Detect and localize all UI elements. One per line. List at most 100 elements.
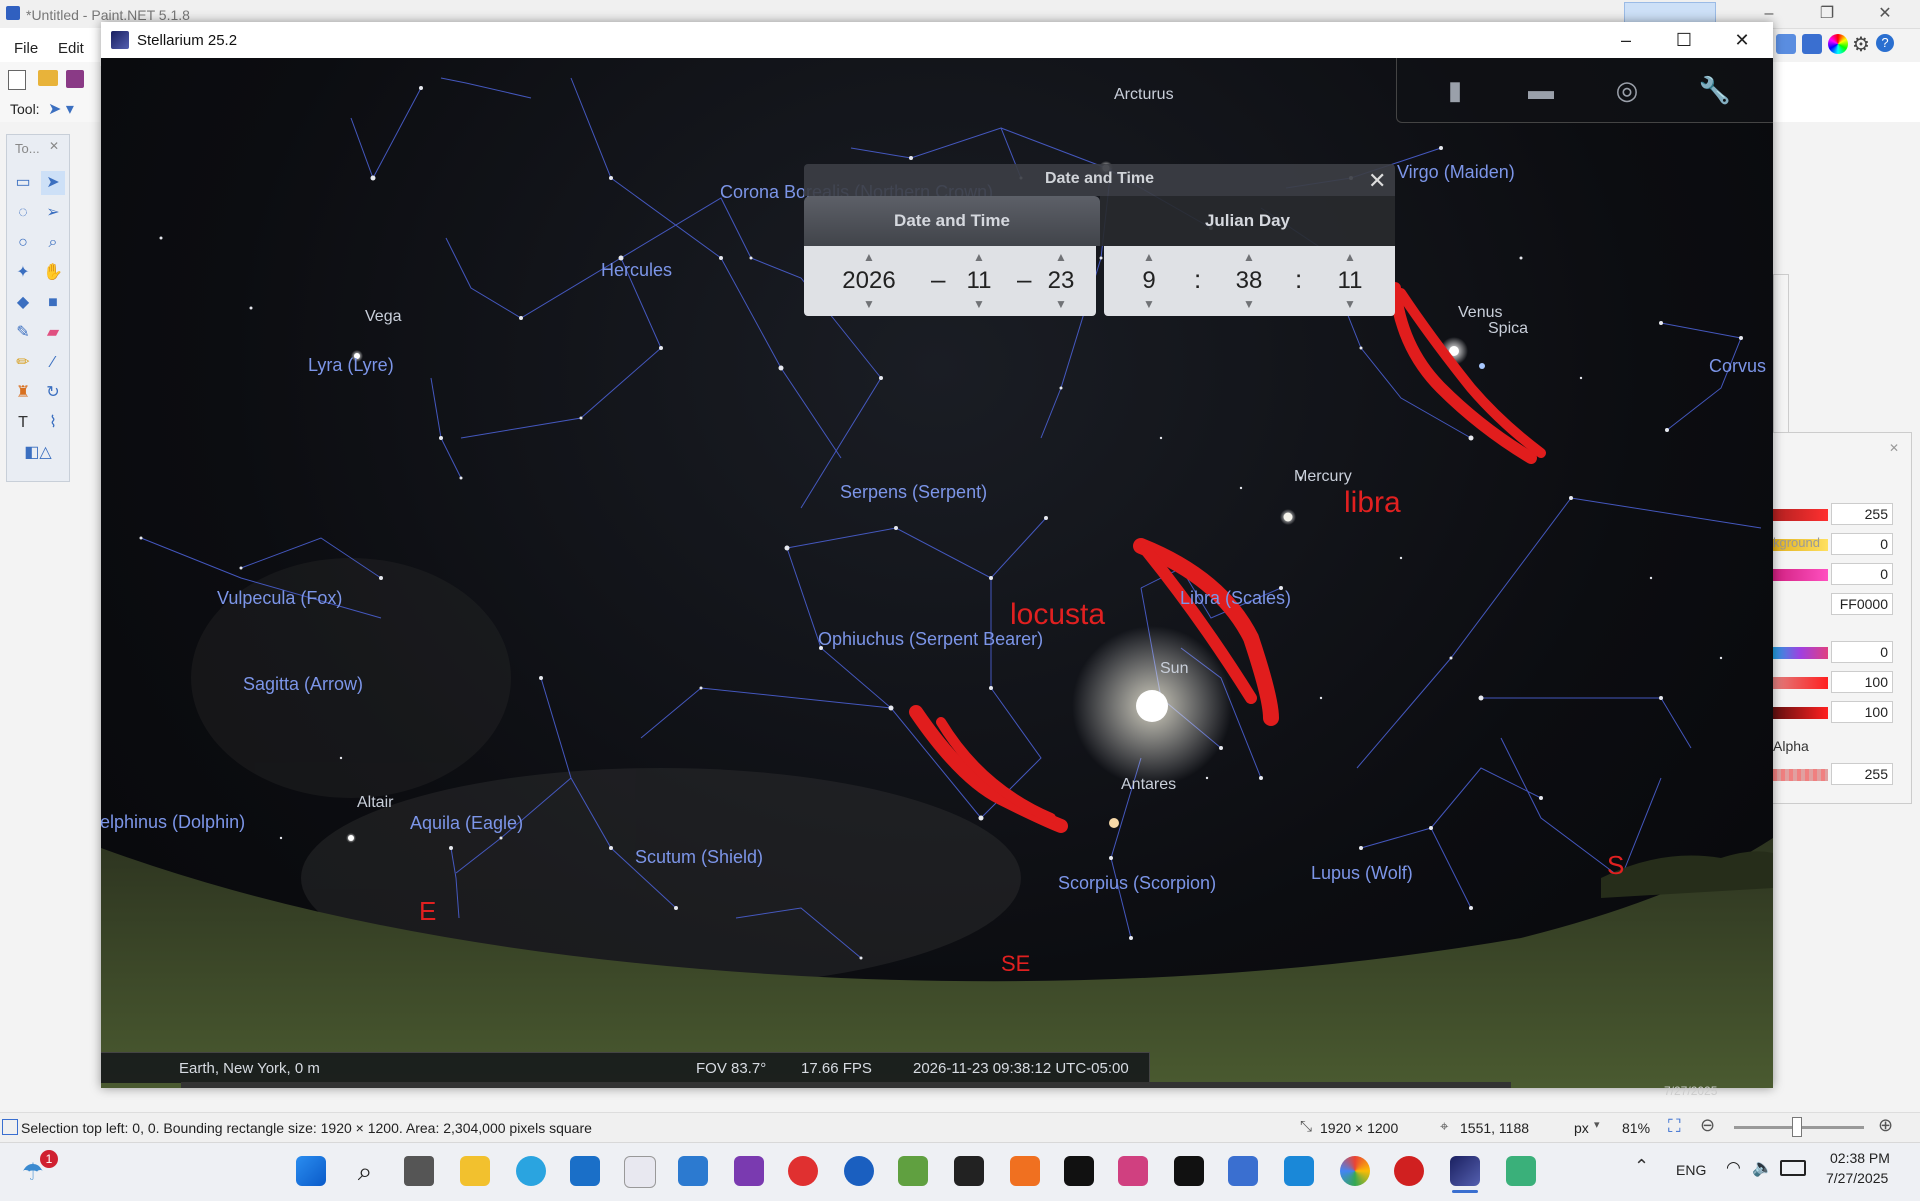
zoom-out-icon[interactable]: ⊖	[1700, 1115, 1716, 1135]
menu-file[interactable]: File	[14, 40, 39, 57]
app-icon-5[interactable]	[1394, 1156, 1424, 1186]
stellarium-minimize-button[interactable]: –	[1620, 30, 1631, 50]
volume-icon[interactable]: 🔈	[1752, 1158, 1774, 1177]
second-value[interactable]: 11	[1337, 267, 1363, 294]
hue-slider[interactable]	[1773, 647, 1828, 659]
second-down-icon[interactable]: ▼	[1344, 297, 1356, 311]
year-spinner[interactable]: ▲ 2026 ▼	[834, 246, 904, 316]
chrome-icon[interactable]	[1340, 1156, 1370, 1186]
language-indicator[interactable]: ENG	[1676, 1162, 1707, 1178]
clock-date[interactable]: 7/27/2025	[1826, 1170, 1889, 1186]
target-icon[interactable]: ◎	[1615, 75, 1639, 105]
trash-can-icon[interactable]: ▮	[1447, 75, 1463, 105]
saturation-value-field[interactable]: 100	[1831, 671, 1893, 693]
notepad-icon[interactable]	[678, 1156, 708, 1186]
colors-icon[interactable]	[1828, 34, 1848, 54]
app-icon-1[interactable]	[734, 1156, 764, 1186]
app-icon-6[interactable]	[1506, 1156, 1536, 1186]
start-windows-icon[interactable]	[296, 1156, 326, 1186]
store-icon[interactable]	[624, 1156, 656, 1188]
hour-value[interactable]: 9	[1142, 267, 1156, 294]
file-explorer-icon[interactable]	[460, 1156, 490, 1186]
ubuntu-icon[interactable]	[1010, 1156, 1040, 1186]
unit-selector[interactable]: px	[1574, 1120, 1589, 1136]
help-app-icon[interactable]	[516, 1156, 546, 1186]
paint-bucket-icon[interactable]: ◆	[16, 294, 30, 311]
hp-icon[interactable]	[844, 1156, 874, 1186]
zoom-fit-icon[interactable]: ⛶	[1668, 1116, 1681, 1136]
month-value[interactable]: 11	[966, 267, 992, 294]
day-down-icon[interactable]: ▼	[1055, 297, 1067, 311]
paintbrush-icon[interactable]: ✎	[16, 324, 30, 341]
sky-view[interactable]: Arcturus Vega Venus Spica Mercury Sun An…	[101, 58, 1773, 1088]
tray-chevron-icon[interactable]: ⌃	[1634, 1156, 1650, 1176]
year-down-icon[interactable]: ▼	[863, 297, 875, 311]
day-value[interactable]: 23	[1047, 267, 1075, 294]
app-icon-2[interactable]	[898, 1156, 928, 1186]
location-readout[interactable]: Earth, New York, 0 m	[179, 1060, 320, 1077]
year-up-icon[interactable]: ▲	[863, 250, 875, 264]
paintnet-taskbar-icon[interactable]	[1228, 1156, 1258, 1186]
green-slider[interactable]	[1773, 539, 1828, 551]
layers-icon[interactable]	[1802, 34, 1822, 54]
battery-icon[interactable]	[1780, 1160, 1806, 1176]
colors-panel-close-icon[interactable]: ✕	[1889, 441, 1900, 455]
tab-julian-day[interactable]: Julian Day	[1100, 196, 1395, 246]
value-slider[interactable]	[1773, 707, 1828, 719]
zoom-slider-thumb[interactable]	[1792, 1117, 1802, 1137]
second-spinner[interactable]: ▲ 11 ▼	[1325, 246, 1375, 316]
unit-dropdown-icon[interactable]: ▾	[1594, 1119, 1600, 1131]
brightness-value-field[interactable]: 100	[1831, 701, 1893, 723]
zoom-level[interactable]: 81%	[1622, 1120, 1651, 1136]
stellarium-taskbar-icon[interactable]	[1450, 1156, 1480, 1186]
settings-gear-icon[interactable]: ⚙	[1852, 34, 1870, 56]
minute-up-icon[interactable]: ▲	[1243, 250, 1255, 264]
stellarium-maximize-button[interactable]: ☐	[1675, 30, 1693, 50]
month-down-icon[interactable]: ▼	[973, 297, 985, 311]
wifi-icon[interactable]: ◠	[1726, 1158, 1741, 1177]
eraser-icon[interactable]: ▰	[46, 324, 60, 341]
clock-time[interactable]: 02:38 PM	[1830, 1150, 1890, 1166]
magic-wand-icon[interactable]: ✦	[16, 264, 30, 281]
zoom-icon[interactable]: ⌕	[48, 234, 58, 251]
yandex-icon[interactable]	[788, 1156, 818, 1186]
date-time-dialog-close-icon[interactable]: ✕	[1368, 168, 1387, 193]
task-view-icon[interactable]	[404, 1156, 434, 1186]
hex-value-field[interactable]: FF0000	[1831, 593, 1893, 615]
minute-spinner[interactable]: ▲ 38 ▼	[1224, 246, 1274, 316]
tool-selector-icon[interactable]: ➤ ▾	[48, 101, 74, 118]
pan-hand-icon[interactable]: ✋	[43, 264, 63, 281]
menu-edit[interactable]: Edit	[58, 40, 84, 57]
lasso-icon[interactable]: ◌	[18, 204, 28, 221]
paintnet-close-button[interactable]: ✕	[1878, 5, 1892, 22]
weather-icon[interactable]: ☂	[22, 1159, 44, 1186]
terminal-icon[interactable]	[954, 1156, 984, 1186]
shapes-icon[interactable]: ◧△	[24, 444, 52, 461]
text-icon[interactable]: T	[18, 414, 28, 431]
gradient-icon[interactable]: ■	[48, 294, 58, 311]
second-up-icon[interactable]: ▲	[1344, 250, 1356, 264]
app-icon-4[interactable]	[1284, 1156, 1314, 1186]
hue-value-field[interactable]: 0	[1831, 641, 1893, 663]
console-icon[interactable]	[1064, 1156, 1094, 1186]
stellarium-close-button[interactable]: ✕	[1734, 30, 1750, 50]
wrench-icon[interactable]: 🔧	[1698, 75, 1732, 105]
alpha-slider[interactable]	[1773, 769, 1828, 781]
clone-stamp-icon[interactable]: ♜	[15, 384, 31, 401]
history-icon[interactable]	[1776, 34, 1796, 54]
month-spinner[interactable]: ▲ 11 ▼	[954, 246, 1004, 316]
datetime-readout[interactable]: 2026-11-23 09:38:12 UTC-05:00	[913, 1060, 1129, 1077]
red-slider[interactable]	[1773, 509, 1828, 521]
hour-spinner[interactable]: ▲ 9 ▼	[1124, 246, 1174, 316]
day-spinner[interactable]: ▲ 23 ▼	[1036, 246, 1086, 316]
hour-up-icon[interactable]: ▲	[1143, 250, 1155, 264]
open-folder-icon[interactable]	[38, 70, 58, 86]
paintnet-minimize-button[interactable]: –	[1764, 5, 1774, 22]
hour-down-icon[interactable]: ▼	[1143, 297, 1155, 311]
save-icon[interactable]	[66, 70, 84, 88]
line-curve-icon[interactable]: ⌇	[49, 414, 57, 431]
tab-date-and-time[interactable]: Date and Time	[804, 196, 1100, 246]
minute-down-icon[interactable]: ▼	[1243, 297, 1255, 311]
pencil-icon[interactable]: ✏	[16, 354, 30, 371]
day-up-icon[interactable]: ▲	[1055, 250, 1067, 264]
